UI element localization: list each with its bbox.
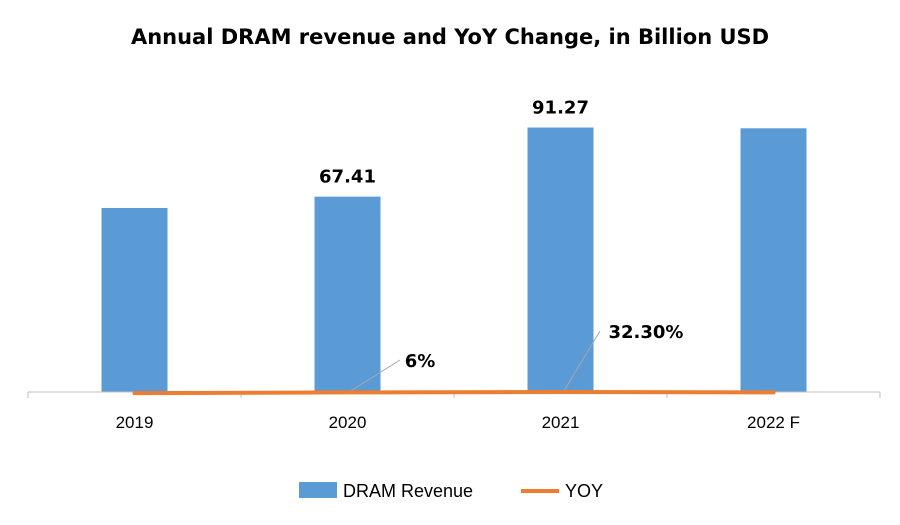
x-tick-label-2021: 2021 (542, 413, 580, 432)
x-tick-label-2020: 2020 (329, 413, 367, 432)
data-label-revenue-2021: 91.27 (532, 98, 589, 119)
legend: DRAM Revenue YOY (299, 481, 603, 501)
bar-2019 (101, 207, 168, 392)
yoy-line (132, 389, 776, 396)
data-label-revenue-2020: 67.41 (319, 167, 376, 188)
yoy-leader-line-2021 (564, 330, 601, 391)
plot-area: 2019 2020 2021 2022 F 67.41 91.27 6% 32.30% (27, 98, 881, 432)
bar-2022-f (740, 128, 807, 393)
yoy-leader-line-2020 (351, 359, 401, 391)
x-tick-label-2019: 2019 (116, 413, 154, 432)
data-label-yoy-2021: 32.30% (609, 322, 684, 343)
bar-2020 (314, 196, 381, 392)
x-tick-label-2022-f: 2022 F (747, 413, 800, 432)
data-label-yoy-2020: 6% (405, 351, 436, 372)
legend-swatch-dram-revenue (299, 482, 337, 498)
legend-label-yoy: YOY (565, 481, 603, 501)
legend-label-dram-revenue: DRAM Revenue (343, 481, 473, 501)
bar-2021 (527, 127, 594, 392)
chart-title: Annual DRAM revenue and YoY Change, in B… (131, 25, 769, 49)
